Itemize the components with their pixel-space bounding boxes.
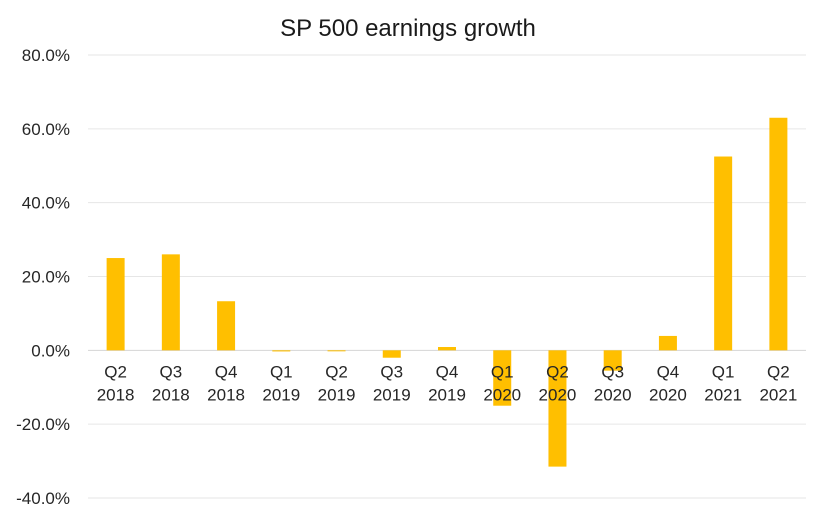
bar — [161, 254, 180, 351]
bar — [106, 258, 125, 351]
chart-title: SP 500 earnings growth — [280, 15, 536, 42]
y-tick-label: 80.0% — [22, 46, 70, 65]
y-tick-label: 20.0% — [22, 268, 70, 287]
x-tick-label: Q3 2019 — [373, 362, 411, 404]
bar — [714, 156, 733, 351]
y-tick-label: -20.0% — [16, 415, 70, 434]
bar — [327, 350, 346, 352]
x-tick-label: Q3 2018 — [152, 362, 190, 404]
x-tick-label: Q2 2019 — [318, 362, 356, 404]
x-tick-label: Q2 2018 — [97, 362, 135, 404]
bar — [382, 350, 401, 358]
bar — [769, 117, 788, 351]
x-tick-label: Q1 2020 — [483, 362, 521, 404]
bar — [493, 350, 512, 406]
y-tick-label: -40.0% — [16, 489, 70, 508]
x-tick-label: Q2 2020 — [539, 362, 577, 404]
bar — [603, 350, 622, 371]
x-tick-label: Q4 2019 — [428, 362, 466, 404]
x-tick-label: Q1 2019 — [262, 362, 300, 404]
y-axis-ticks: 80.0% 60.0% 40.0% 20.0% 0.0% -20.0% -40.0% — [16, 46, 70, 508]
bar — [272, 350, 291, 352]
x-tick-label: Q3 2020 — [594, 362, 632, 404]
y-tick-label: 0.0% — [31, 341, 70, 360]
bar — [438, 347, 456, 351]
gridlines — [88, 54, 806, 499]
bar — [217, 301, 236, 351]
x-tick-label: Q4 2018 — [207, 362, 245, 404]
x-tick-label: Q1 2021 — [704, 362, 742, 404]
bars — [106, 117, 788, 467]
x-tick-label: Q4 2020 — [649, 362, 687, 404]
bar — [658, 335, 677, 351]
y-tick-label: 60.0% — [22, 120, 70, 139]
bar — [548, 350, 567, 467]
x-tick-label: Q2 2021 — [759, 362, 797, 404]
y-tick-label: 40.0% — [22, 194, 70, 213]
x-axis-ticks: Q2 2018 Q3 2018 Q4 2018 Q1 2019 Q2 2019 Q3 2019 Q4 20… — [97, 362, 798, 404]
